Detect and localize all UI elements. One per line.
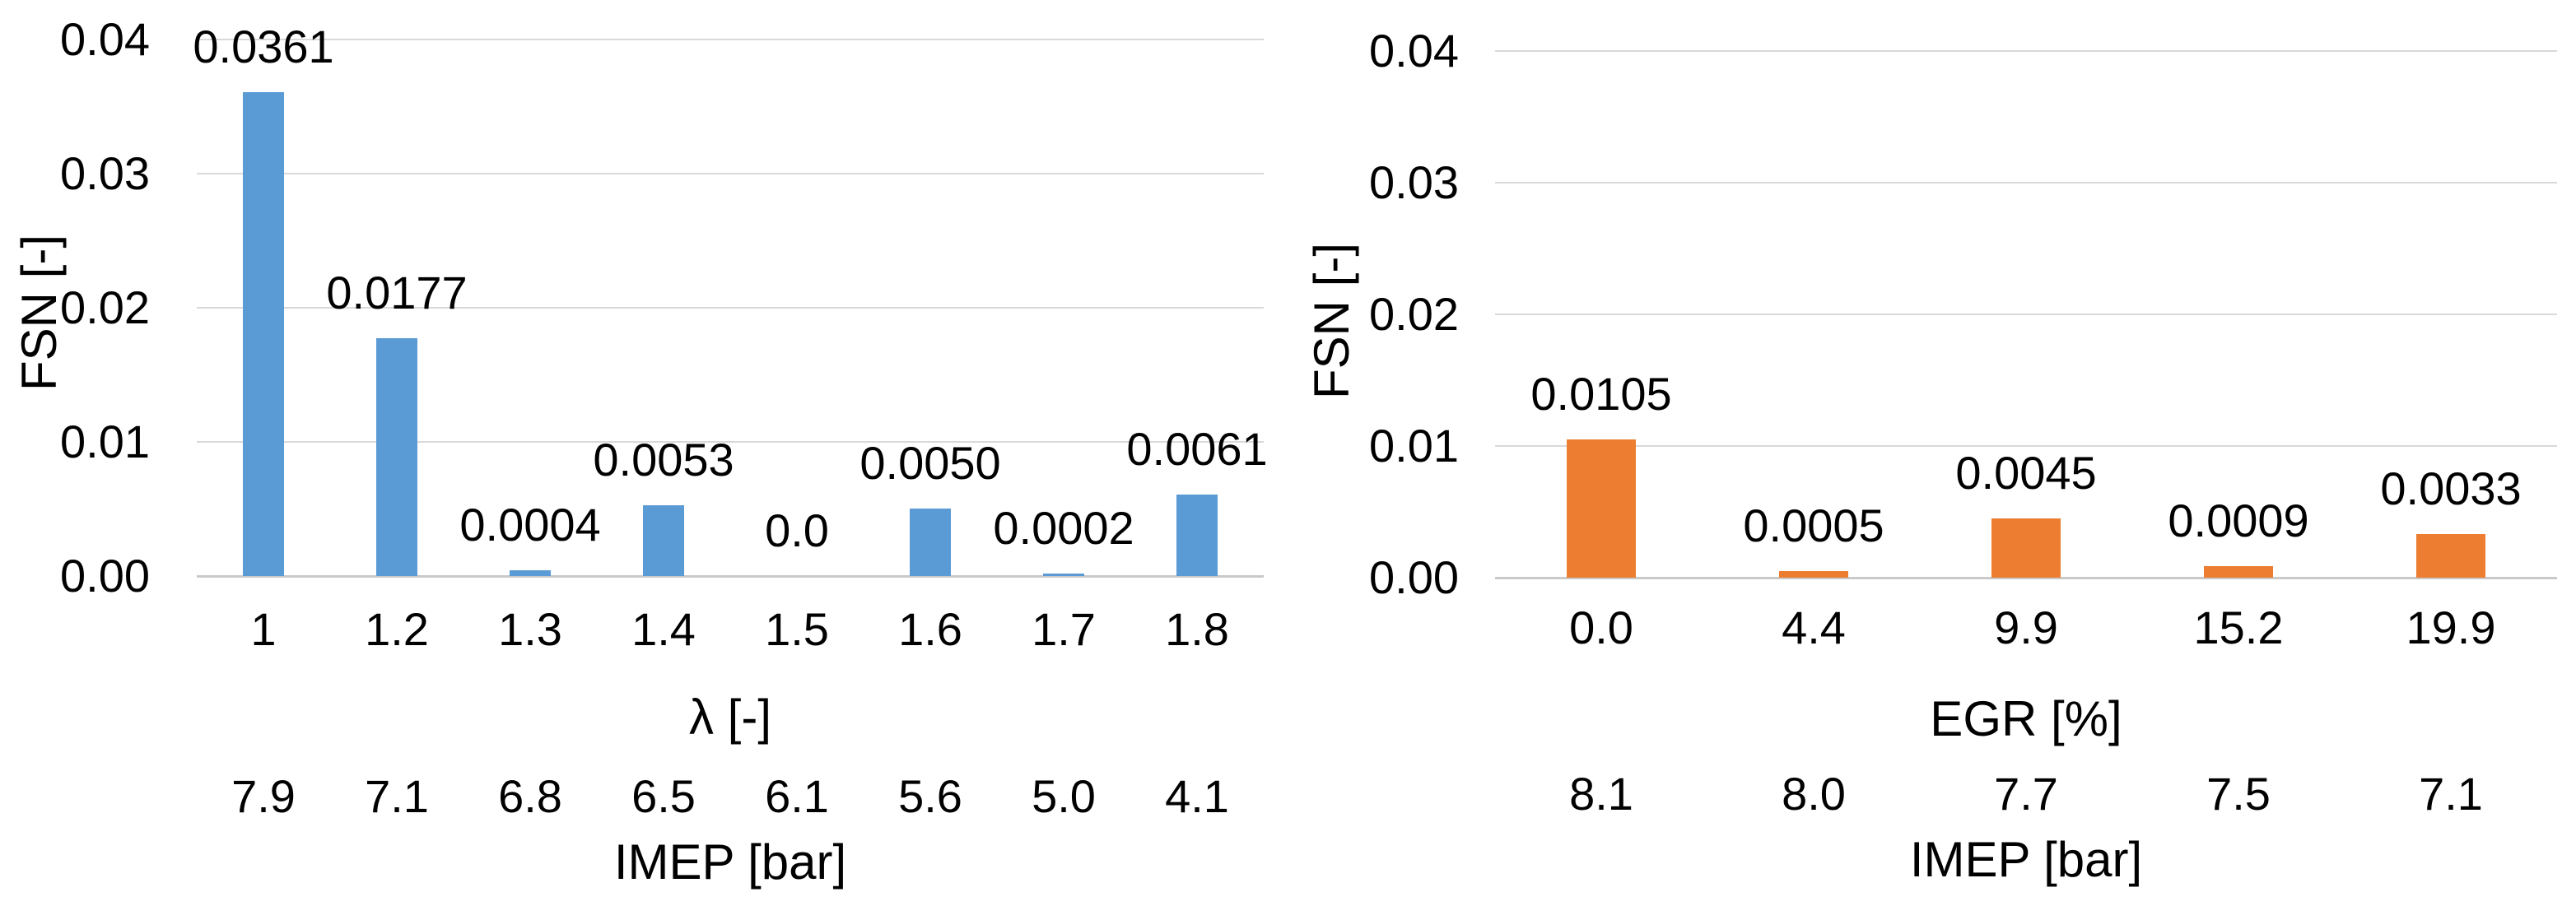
category-label: 4.4 [1782,602,1846,653]
y-tick-label: 0.00 [60,550,150,602]
data-bar [510,570,551,576]
gridline [197,307,1264,309]
bar-value-label: 0.0361 [193,21,334,72]
imep-value-label: 7.7 [1994,768,2058,820]
secondary-x-axis-title-imep: IMEP [bar] [1909,832,2143,887]
y-tick-label: 0.04 [1369,25,1459,77]
bar-value-label: 0.0009 [2168,495,2309,546]
y-tick-label: 0.03 [60,147,150,199]
imep-value-label: 7.5 [2206,768,2271,820]
category-label: 1 [250,603,277,655]
data-bar [910,509,951,576]
category-label: 15.2 [2193,602,2284,653]
category-label: 0.0 [1569,602,1633,653]
imep-value-label: 6.8 [498,770,562,822]
y-tick-label: 0.01 [60,416,150,467]
category-label: 1.3 [498,603,562,655]
bar-value-label: 0.0002 [993,502,1134,554]
imep-value-label: 6.5 [631,770,696,822]
bar-value-label: 0.0053 [593,434,734,486]
category-label: 1.6 [898,603,962,655]
imep-value-label: 7.9 [231,770,296,822]
data-bar [2204,566,2273,578]
secondary-x-axis-title-imep: IMEP [bar] [613,834,847,890]
x-axis-line [1495,577,2557,579]
category-label: 1.5 [765,603,829,655]
imep-value-label: 5.6 [898,770,962,822]
bar-value-label: 0.0033 [2380,462,2522,514]
data-bar [243,92,284,576]
bar-value-label: 0.0177 [326,267,468,318]
bar-value-label: 0.0050 [859,437,1001,489]
bar-value-label: 0.0045 [1955,447,2097,499]
data-bar [1176,495,1218,576]
data-bar [1567,439,1636,578]
data-bar [376,338,417,576]
y-tick-label: 0.02 [60,281,150,333]
y-tick-label: 0.02 [1369,288,1459,340]
bar-value-label: 0.0005 [1743,499,1884,551]
y-tick-label: 0.03 [1369,156,1459,208]
bar-value-label: 0.0061 [1126,423,1268,475]
y-tick-label: 0.04 [60,13,150,65]
imep-value-label: 4.1 [1165,770,1229,822]
imep-value-label: 7.1 [365,770,429,822]
imep-value-label: 8.1 [1569,768,1633,820]
imep-value-label: 6.1 [765,770,829,822]
category-label: 19.9 [2406,602,2496,653]
data-bar [1779,571,1848,578]
x-axis-title-egr: EGR [%] [1930,691,2122,746]
y-tick-label: 0.00 [1369,551,1459,603]
bar-value-label: 0.0004 [459,499,601,551]
gridline [1495,50,2557,52]
category-label: 1.2 [365,603,429,655]
bar-value-label: 0.0105 [1530,368,1672,420]
x-axis-title-lambda: λ [-] [689,690,771,745]
category-label: 1.7 [1032,603,1096,655]
imep-value-label: 8.0 [1782,768,1846,820]
data-bar [1991,518,2061,578]
gridline [1495,445,2557,447]
gridline [1495,182,2557,184]
data-bar [1043,574,1084,576]
gridline [197,39,1264,40]
category-label: 1.8 [1165,603,1229,655]
bar-value-label: 0.0 [765,504,829,556]
category-label: 9.9 [1994,602,2058,653]
gridline [197,441,1264,443]
imep-value-label: 5.0 [1032,770,1096,822]
data-bar [643,505,684,576]
gridline [197,173,1264,174]
imep-value-label: 7.1 [2419,768,2483,820]
category-label: 1.4 [631,603,696,655]
gridline [1495,314,2557,315]
y-tick-label: 0.01 [1369,420,1459,472]
data-bar [2416,534,2485,578]
x-axis-line [197,575,1264,578]
